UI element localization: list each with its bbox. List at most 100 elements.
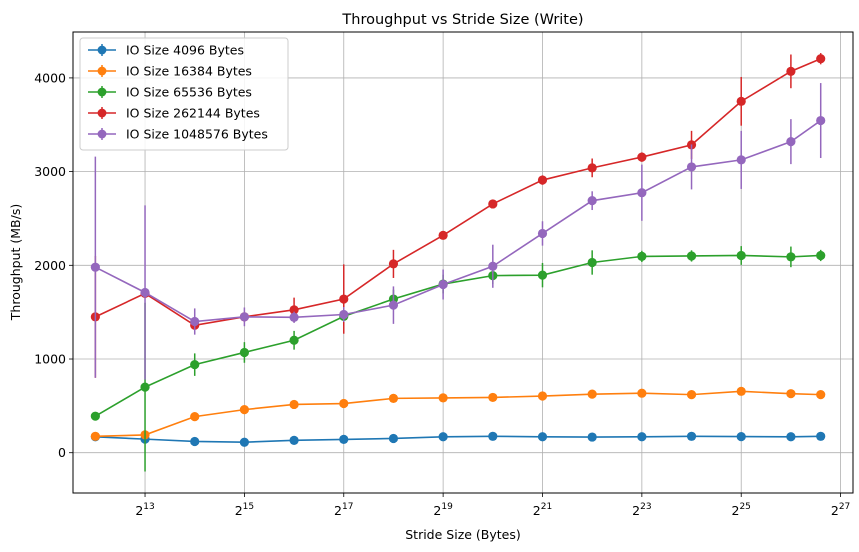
data-point <box>816 54 826 64</box>
data-point <box>388 259 399 269</box>
legend-item: IO Size 1048576 Bytes <box>88 127 268 142</box>
legend-item: IO Size 16384 Bytes <box>88 64 252 79</box>
data-point <box>736 155 746 165</box>
series-3 <box>90 246 826 472</box>
y-axis: 0 1000 2000 3000 4000 <box>34 70 73 460</box>
legend-item: IO Size 262144 Bytes <box>88 106 260 121</box>
data-point <box>190 316 200 327</box>
data-point <box>438 279 448 290</box>
data-point <box>537 432 548 442</box>
data-point <box>438 230 448 240</box>
data-point <box>816 431 826 441</box>
data-point <box>289 435 299 445</box>
x-axis-label: Stride Size (Bytes) <box>405 527 521 542</box>
data-point <box>816 250 826 261</box>
data-point <box>388 433 399 444</box>
data-point <box>736 250 746 261</box>
data-point <box>587 196 597 206</box>
x-tick-label: 219 <box>433 502 453 518</box>
legend-swatch-marker <box>97 129 107 139</box>
data-point <box>438 432 448 442</box>
legend-swatch-marker <box>97 45 107 55</box>
y-tick-label: 2000 <box>34 258 66 273</box>
plot-frame <box>72 31 854 494</box>
legend-label: IO Size 16384 Bytes <box>126 64 252 79</box>
data-point <box>637 251 647 262</box>
data-point <box>786 389 796 399</box>
chart-title: Throughput vs Stride Size (Write) <box>341 12 583 28</box>
data-point <box>239 347 250 358</box>
series-line <box>95 435 821 444</box>
data-point <box>339 294 349 304</box>
legend-label: IO Size 262144 Bytes <box>126 106 260 121</box>
data-point <box>537 175 548 185</box>
data-point <box>239 405 250 415</box>
y-tick-label: 4000 <box>34 70 66 85</box>
data-point <box>289 335 299 345</box>
y-tick-label: 1000 <box>34 352 66 367</box>
data-point <box>488 392 498 403</box>
data-point <box>140 287 150 298</box>
y-axis-label: Throughput (MB/s) <box>8 204 23 321</box>
legend-item: IO Size 65536 Bytes <box>88 85 252 100</box>
legend-item: IO Size 4096 Bytes <box>88 43 244 58</box>
legend: IO Size 4096 Bytes IO Size 16384 Bytes IO … <box>79 37 289 151</box>
data-point <box>637 388 647 398</box>
data-point <box>637 188 647 198</box>
x-tick-label: 217 <box>334 502 353 518</box>
data-point <box>736 96 746 106</box>
data-point <box>786 66 796 76</box>
data-point <box>587 389 597 399</box>
data-point <box>786 432 796 442</box>
x-tick-label: 221 <box>533 502 552 518</box>
data-point <box>816 390 826 400</box>
legend-label: IO Size 4096 Bytes <box>126 43 244 58</box>
data-point <box>289 399 299 410</box>
data-point <box>339 434 349 445</box>
x-tick-label: 213 <box>135 502 154 518</box>
data-point <box>736 386 746 396</box>
legend-swatch-marker <box>97 87 107 97</box>
data-point <box>239 312 250 322</box>
data-point <box>686 431 697 441</box>
y-tick-label: 0 <box>58 445 66 460</box>
legend-label: IO Size 1048576 Bytes <box>126 127 268 142</box>
series-line <box>95 57 822 327</box>
legend-swatch-marker <box>97 66 107 76</box>
data-point <box>686 390 697 400</box>
data-point <box>786 137 796 147</box>
y-tick-label: 3000 <box>34 164 66 179</box>
data-point <box>537 270 548 280</box>
data-point <box>388 300 399 310</box>
x-tick-label: 225 <box>732 502 751 518</box>
series-line <box>94 119 822 323</box>
series-line <box>95 390 821 438</box>
data-point <box>686 251 697 261</box>
data-point <box>488 261 498 271</box>
data-point <box>90 262 100 272</box>
data-point <box>289 305 299 315</box>
x-axis: 213 215 217 219 221 223 225 227 <box>135 493 850 518</box>
data-point <box>637 152 647 162</box>
data-point <box>686 162 697 172</box>
data-point <box>786 252 796 262</box>
legend-swatch-marker <box>97 108 107 118</box>
grid-lines <box>73 32 853 493</box>
data-point <box>190 436 200 447</box>
data-point <box>438 393 448 403</box>
data-point <box>339 309 349 320</box>
data-point <box>339 398 349 409</box>
x-tick-label: 223 <box>632 502 651 518</box>
data-point <box>190 360 200 370</box>
data-point <box>388 393 399 403</box>
x-tick-label: 215 <box>235 502 254 518</box>
data-point <box>537 228 548 239</box>
data-point <box>239 437 250 447</box>
x-tick-label: 227 <box>831 502 850 518</box>
data-point <box>90 411 100 421</box>
data-point <box>90 431 100 441</box>
data-point <box>488 431 498 441</box>
data-point <box>488 199 498 209</box>
data-point <box>537 391 548 401</box>
